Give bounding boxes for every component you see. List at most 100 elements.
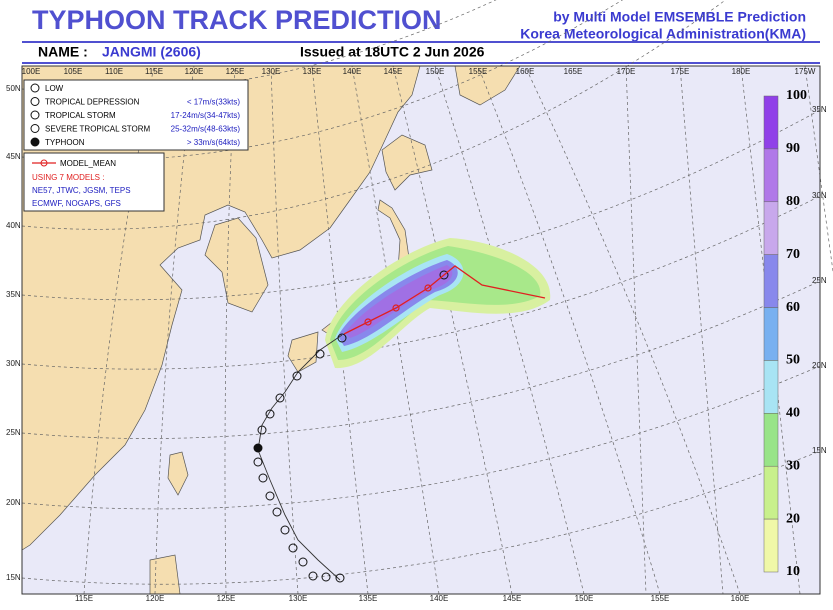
parallel — [21, 0, 726, 230]
legend-text: TROPICAL STORM — [45, 111, 116, 120]
left-label: 35N — [6, 290, 21, 299]
bottom-label: 160E — [731, 594, 750, 603]
colorbar-segment — [763, 148, 779, 203]
legend: MODEL_MEAN USING 7 MODELS : NE57, JTWC, … — [23, 79, 249, 212]
map-frame — [21, 65, 821, 595]
legend-range: 25-32m/s(48-63kts) — [171, 125, 241, 134]
colorbar-segment — [763, 360, 779, 414]
left-label: 15N — [6, 573, 21, 582]
bottom-label: 150E — [575, 594, 594, 603]
bottom-label: 120E — [146, 594, 165, 603]
parallel — [21, 109, 821, 301]
colorbar-segment — [763, 465, 779, 520]
legend-text: TROPICAL DEPRESSION — [45, 98, 140, 107]
korea — [204, 217, 269, 313]
legend-box — [23, 79, 249, 151]
issued: Issued at 18UTC 2 Jun 2026 — [300, 44, 485, 60]
parallel — [21, 450, 821, 585]
colorbar-label: 10 — [786, 564, 800, 579]
bottom-label: 135E — [359, 594, 378, 603]
left-label: 25N — [6, 428, 21, 437]
top-label: 125E — [226, 67, 245, 76]
colorbar-label: 50 — [786, 353, 800, 368]
colorbar-label: 90 — [786, 141, 800, 156]
bottom-label: 145E — [503, 594, 522, 603]
legend-range: 17-24m/s(34-47kts) — [171, 111, 241, 120]
model-mean — [343, 265, 546, 335]
meridian — [154, 65, 195, 595]
meridian — [477, 65, 661, 595]
legend-text: MODEL_MEAN — [60, 159, 116, 168]
legend-symbol — [30, 97, 40, 106]
legend-text: NE57, JTWC, JGSM, TEPS — [32, 186, 131, 195]
colorbar-segment — [763, 201, 779, 255]
top-label: 105E — [64, 67, 83, 76]
top-label: 145E — [384, 67, 403, 76]
luzon — [149, 554, 181, 595]
top-label: 175W — [795, 67, 816, 76]
legend-text: USING 7 MODELS : — [32, 173, 104, 182]
meridian — [679, 65, 724, 595]
title: TYPHOON TRACK PREDICTION — [32, 5, 442, 35]
legend-symbol — [30, 137, 40, 147]
meridian — [270, 65, 299, 595]
colorbar-segment — [763, 518, 779, 573]
top-label: 100E — [22, 67, 41, 76]
best-track — [257, 334, 343, 581]
top-label: 175E — [671, 67, 690, 76]
parallel — [21, 365, 821, 510]
colorbar-label: 20 — [786, 511, 800, 526]
colorbar-label: 30 — [786, 458, 800, 473]
source: by Multi Model EMSEMBLE Prediction — [553, 9, 806, 25]
top-label: 165E — [564, 67, 583, 76]
legend-range: < 17m/s(33kts) — [187, 98, 240, 107]
legend-text: SEVERE TROPICAL STORM — [45, 125, 151, 134]
top-label: 150E — [426, 67, 445, 76]
top-label: 170E — [617, 67, 636, 76]
meridian — [392, 65, 513, 595]
legend-marker — [40, 159, 48, 167]
name: JANGMI (2606) — [102, 44, 201, 60]
track-symbols — [253, 270, 449, 583]
top-label: 140E — [343, 67, 362, 76]
colorbar: 100 90 80 70 60 50 40 30 20 10 — [763, 88, 807, 579]
bottom-label: 125E — [217, 594, 236, 603]
bottom-label: 140E — [430, 594, 449, 603]
right-label: 30N — [812, 191, 827, 200]
axis-labels: 100E 105E 110E 115E 120E 125E 130E 135E 140E 145E… — [6, 67, 827, 603]
colorbar-segment — [763, 413, 779, 467]
colorbar-label: 100 — [786, 88, 807, 103]
legend-symbol — [30, 124, 40, 133]
top-label: 120E — [185, 67, 204, 76]
hokkaido — [381, 134, 433, 191]
left-label: 50N — [6, 84, 21, 93]
left-label: 40N — [6, 221, 21, 230]
meridian — [625, 65, 647, 595]
legend-symbol — [30, 110, 40, 120]
right-label: 15N — [812, 446, 827, 455]
top-label: 180E — [732, 67, 751, 76]
top-label: 110E — [105, 67, 123, 76]
colorbar-segment — [763, 254, 779, 308]
top-label: 155E — [469, 67, 488, 76]
colorbar-segment — [763, 95, 779, 150]
right-label: 25N — [812, 276, 827, 285]
source: Korea Meteorological Administration(KMA) — [520, 26, 806, 42]
right-label: 20N — [812, 361, 827, 370]
colorbar-label: 40 — [786, 406, 800, 421]
legend-text: ECMWF, NOGAPS, GFS — [32, 199, 121, 208]
colorbar-label: 70 — [786, 247, 800, 262]
legend-text: TYPHOON — [45, 138, 85, 147]
parallel — [21, 280, 821, 439]
left-label: 30N — [6, 359, 21, 368]
top-label: 115E — [145, 67, 163, 76]
colorbar-label: 60 — [786, 300, 800, 315]
taiwan — [167, 451, 189, 496]
colorbar-label: 80 — [786, 194, 800, 209]
kyushu — [287, 331, 319, 373]
bottom-label: 115E — [75, 594, 93, 603]
bottom-label: 155E — [651, 594, 670, 603]
legend-text: LOW — [45, 84, 64, 93]
parallel — [21, 195, 821, 370]
